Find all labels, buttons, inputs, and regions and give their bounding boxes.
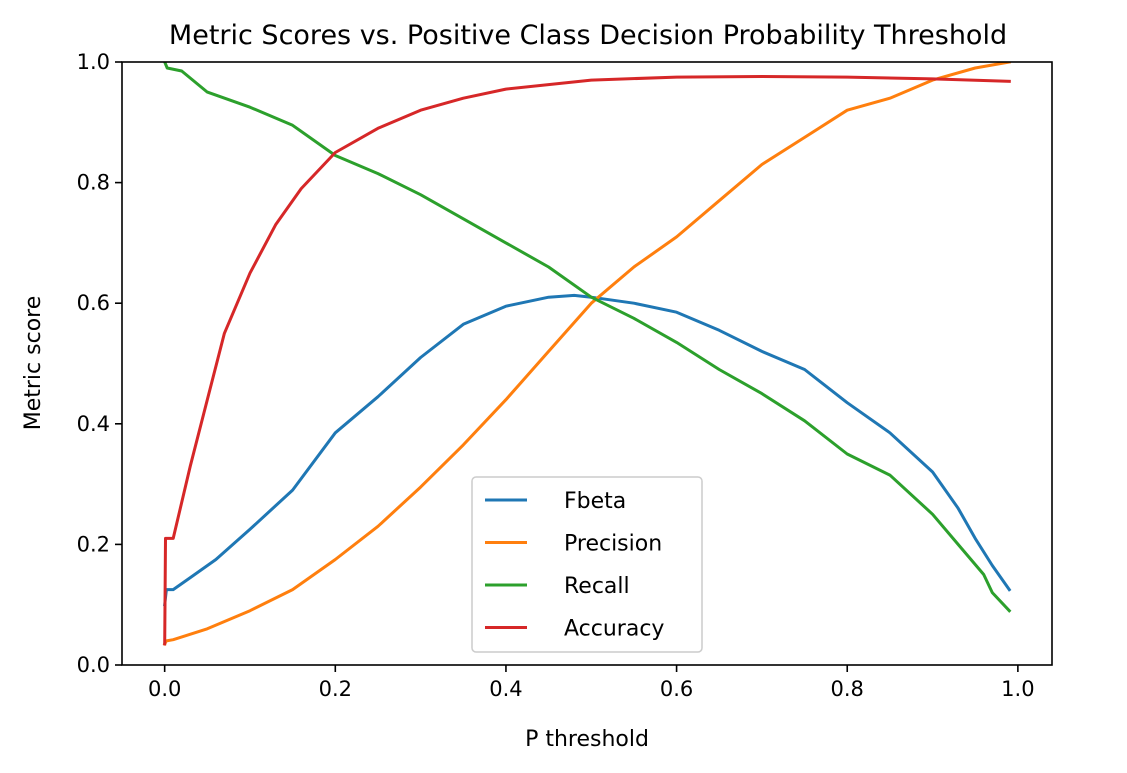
legend-label-precision: Precision <box>564 532 662 557</box>
x-tick-label: 0.2 <box>319 677 352 701</box>
x-tick-label: 0.0 <box>148 677 181 701</box>
y-tick-label: 0.8 <box>77 171 110 195</box>
x-tick-label: 0.8 <box>831 677 864 701</box>
y-axis: 0.0 0.2 0.4 0.6 0.8 1.0 <box>77 50 122 677</box>
plot-frame <box>121 61 1053 666</box>
y-axis-label: Metric score <box>21 296 46 431</box>
y-tick-label: 0.6 <box>77 291 110 315</box>
x-tick-label: 0.4 <box>489 677 522 701</box>
y-tick-label: 1.0 <box>77 50 110 74</box>
series-line-precision <box>162 62 1012 646</box>
x-tick-label: 1.0 <box>1001 677 1034 701</box>
y-tick-label: 0.0 <box>77 653 110 677</box>
x-axis-label: P threshold <box>525 727 649 752</box>
y-tick-label: 0.2 <box>77 532 110 556</box>
x-tick-label: 0.6 <box>660 677 693 701</box>
legend-label-recall: Recall <box>564 574 630 599</box>
plot-area <box>162 62 1012 646</box>
x-axis: 0.0 0.2 0.4 0.6 0.8 1.0 <box>148 665 1035 701</box>
series-line-fbeta <box>163 293 1012 607</box>
legend: Fbeta Precision Recall Accuracy <box>471 476 703 653</box>
legend-label-fbeta: Fbeta <box>564 489 626 514</box>
chart-title: Metric Scores vs. Positive Class Decisio… <box>169 20 1007 51</box>
legend-label-accuracy: Accuracy <box>564 617 664 642</box>
legend-box <box>471 476 703 653</box>
y-tick-label: 0.4 <box>77 412 110 436</box>
series-line-recall <box>163 62 1012 613</box>
series-line-accuracy <box>163 75 1011 646</box>
